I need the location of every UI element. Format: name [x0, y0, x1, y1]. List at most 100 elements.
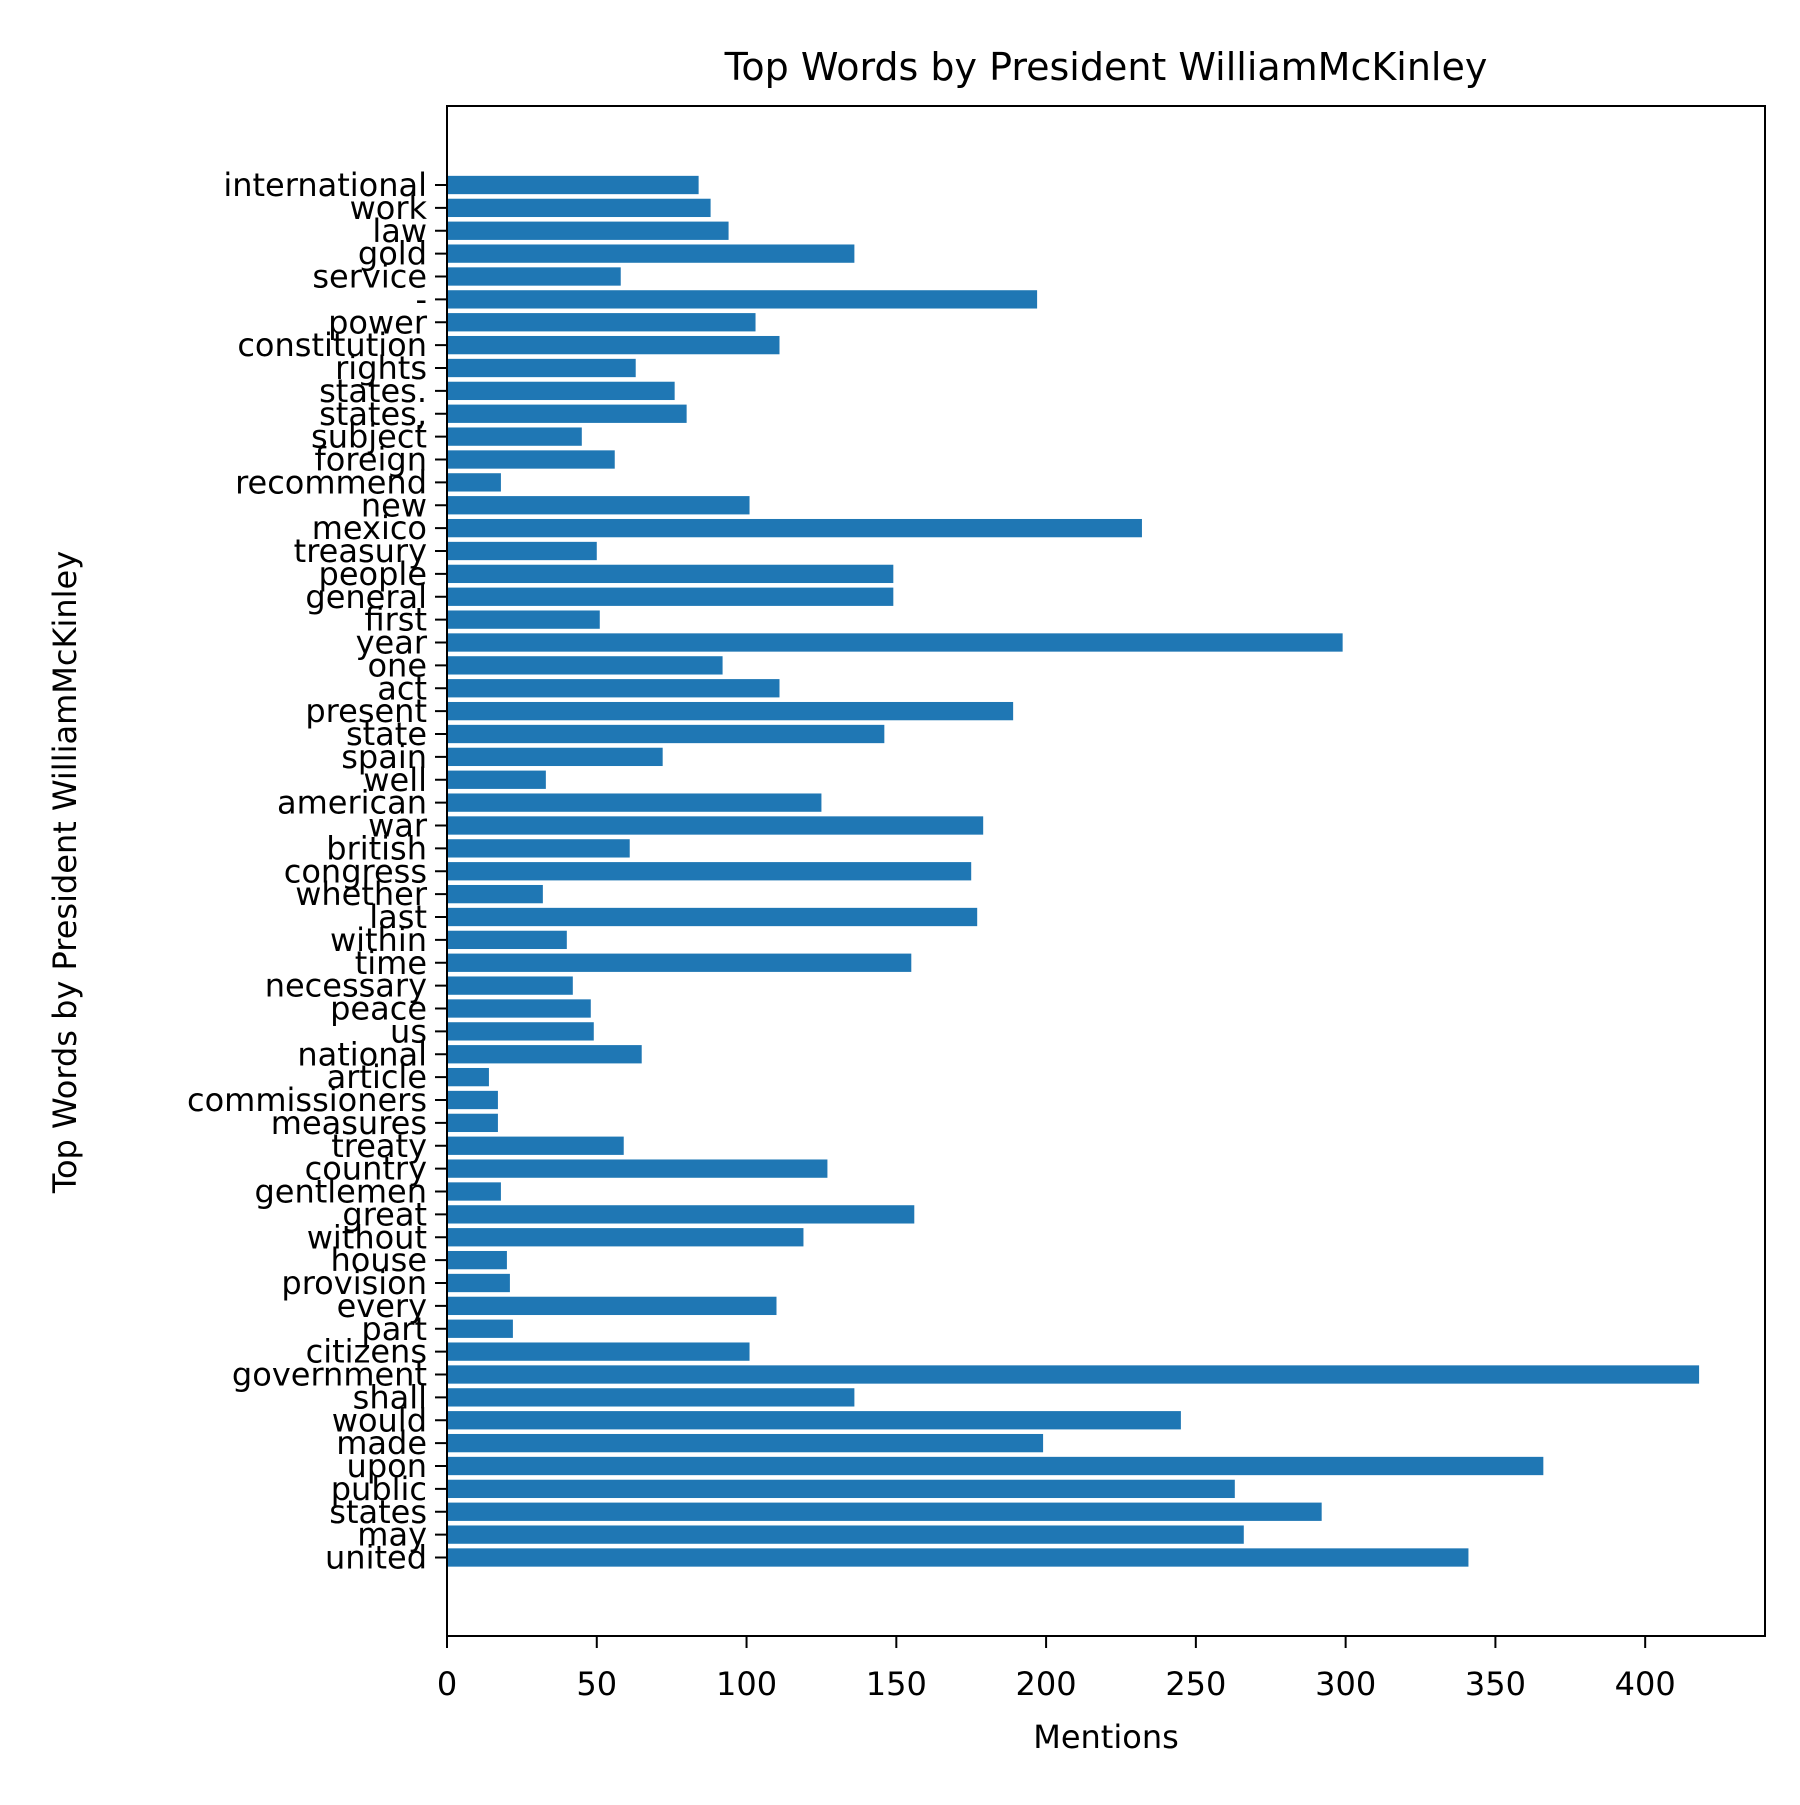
bar-upon	[447, 1456, 1544, 1476]
y-tick-label-citizens: citizens	[306, 1333, 427, 1371]
x-axis-label: Mentions	[1033, 1718, 1179, 1756]
y-tick-label-united: united	[325, 1539, 427, 1577]
y-tick-label-necessary: necessary	[265, 967, 427, 1005]
bar-made	[447, 1433, 1044, 1453]
x-tick-label-250: 250	[1165, 1665, 1226, 1703]
bar-gentlemen	[447, 1182, 501, 1201]
bar-government	[447, 1365, 1700, 1384]
y-tick-label-made: made	[336, 1424, 427, 1462]
y-tick-label-great: great	[342, 1195, 427, 1233]
bar-year	[447, 633, 1343, 652]
bar-last	[447, 907, 978, 927]
bar-foreign	[447, 450, 615, 469]
bar-peace	[447, 999, 591, 1018]
y-tick-label-provision: provision	[281, 1264, 427, 1302]
bar-great	[447, 1205, 915, 1224]
x-tick-label-300: 300	[1315, 1665, 1376, 1703]
bar-power	[447, 313, 756, 332]
bar-united	[447, 1548, 1469, 1567]
x-tick-label-150: 150	[866, 1665, 927, 1703]
bar-without	[447, 1228, 804, 1247]
bar-state	[447, 724, 885, 744]
bar-international	[447, 175, 699, 195]
bar-within	[447, 930, 567, 950]
bar-country	[447, 1159, 828, 1178]
y-tick-label-people: people	[319, 555, 427, 593]
y-tick-label-power: power	[328, 303, 428, 341]
y-axis-ticks: unitedmaystatespublicuponmadewouldshallg…	[187, 166, 447, 1577]
y-tick-label-commissioners: commissioners	[187, 1081, 427, 1119]
y-tick-label-rights: rights	[335, 349, 427, 387]
bar-american	[447, 793, 822, 812]
y-tick-label-spain: spain	[341, 738, 427, 776]
y-tick-label-house: house	[331, 1241, 428, 1279]
bar-treaty	[447, 1136, 624, 1155]
bar-article	[447, 1067, 489, 1087]
bar-new	[447, 496, 750, 515]
bar-act	[447, 679, 780, 698]
y-tick-label-law: law	[372, 212, 427, 250]
y-tick-label-part: part	[361, 1310, 427, 1348]
y-tick-label-states: states.	[319, 372, 427, 410]
bar-dash	[447, 290, 1038, 309]
bar-us	[447, 1022, 594, 1041]
bar-well	[447, 770, 546, 789]
y-tick-label-service: service	[312, 258, 427, 296]
bar-recommend	[447, 473, 501, 492]
bar-states	[447, 404, 687, 423]
bar-spain	[447, 747, 663, 767]
bar-every	[447, 1296, 777, 1316]
y-tick-label-state: state	[346, 715, 427, 753]
bars-layer	[447, 175, 1700, 1567]
chart-title: Top Words by President WilliamMcKinley	[724, 45, 1488, 89]
bar-may	[447, 1525, 1244, 1544]
bar-subject	[447, 427, 582, 446]
bar-one	[447, 656, 723, 675]
x-tick-label-0: 0	[437, 1665, 457, 1703]
bar-people	[447, 564, 894, 584]
y-tick-label-foreign: foreign	[315, 441, 427, 479]
bar-gold	[447, 244, 855, 263]
bar-constitution	[447, 335, 780, 355]
y-tick-label-shall: shall	[353, 1378, 427, 1416]
bar-would	[447, 1411, 1181, 1430]
y-tick-label-article: article	[327, 1058, 427, 1096]
y-tick-label-national: national	[297, 1035, 427, 1073]
y-axis-label: Top Words by President WilliamMcKinley	[46, 551, 84, 1194]
y-tick-label-within: within	[330, 921, 427, 959]
bar-states	[447, 381, 675, 401]
y-tick-label-american: american	[277, 784, 427, 822]
x-tick-label-400: 400	[1615, 1665, 1676, 1703]
y-tick-label-upon: upon	[347, 1447, 427, 1485]
y-tick-label-present: present	[305, 692, 427, 730]
y-tick-label-every: every	[337, 1287, 427, 1325]
bar-first	[447, 610, 600, 629]
bar-shall	[447, 1388, 855, 1407]
y-tick-label-congress: congress	[284, 852, 427, 890]
x-tick-label-350: 350	[1465, 1665, 1526, 1703]
y-tick-label-act: act	[377, 669, 427, 707]
x-tick-label-200: 200	[1016, 1665, 1077, 1703]
bar-law	[447, 221, 729, 240]
y-tick-label-states: states,	[319, 395, 427, 433]
bar-whether	[447, 884, 543, 904]
y-tick-label-well: well	[363, 761, 427, 799]
y-tick-label-may: may	[357, 1516, 427, 1554]
y-tick-label-without: without	[307, 1218, 427, 1256]
bar-national	[447, 1045, 642, 1064]
bar-commissioners	[447, 1090, 498, 1110]
y-tick-label-government: government	[232, 1356, 427, 1394]
y-tick-label-first: first	[364, 601, 427, 639]
y-tick-label-treasury: treasury	[294, 532, 427, 570]
y-tick-label-general: general	[305, 578, 427, 616]
y-tick-label-subject: subject	[311, 418, 427, 456]
bar-rights	[447, 358, 636, 378]
y-tick-label-gold: gold	[358, 235, 427, 273]
bar-british	[447, 839, 630, 858]
y-tick-label-international: international	[223, 166, 427, 204]
bar-mexico	[447, 518, 1142, 538]
bar-measures	[447, 1113, 498, 1133]
y-tick-label-gentlemen: gentlemen	[254, 1173, 427, 1211]
x-tick-label-50: 50	[576, 1665, 617, 1703]
bar-states	[447, 1502, 1322, 1521]
